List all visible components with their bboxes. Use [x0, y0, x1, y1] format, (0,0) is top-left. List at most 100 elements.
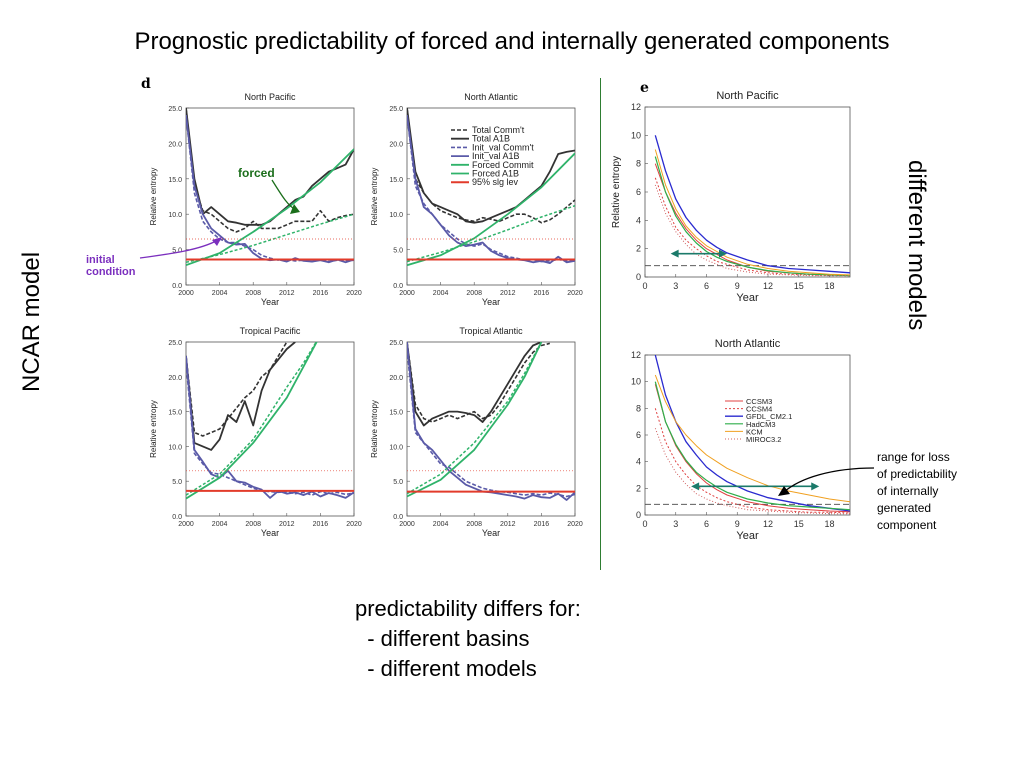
x-tick-label: 0: [642, 519, 647, 529]
y-axis-label: Relative entropy: [149, 400, 158, 458]
y-tick-label: 4: [636, 215, 641, 225]
x-tick-label: 9: [735, 281, 740, 291]
x-tick-label: 2020: [567, 290, 583, 297]
summary-text: predictability differs for: - different …: [355, 594, 581, 684]
series-line-ccsm4: [654, 408, 850, 514]
x-tick-label: 2008: [466, 290, 482, 297]
x-tick-label: 2020: [346, 290, 362, 297]
legend-label: Forced A1B: [472, 169, 519, 179]
series-group: [654, 135, 850, 277]
x-axis-label: Year: [261, 528, 279, 538]
y-axis-label: Relative entropy: [149, 168, 158, 226]
y-tick-label: 15.0: [168, 177, 182, 184]
range-pointer-arrow: [783, 467, 875, 493]
series-group: [186, 108, 354, 267]
chart-np-ncar: North Pacific 0.0 5.0 10.0 15.0 20.0 25.0 2000 2…: [149, 92, 362, 307]
x-axis-label: Year: [261, 297, 279, 307]
series-line-total_commit: [186, 108, 354, 233]
y-tick-label: 20.0: [389, 375, 403, 382]
series-line-init_a1b: [186, 355, 354, 499]
series-line-forced_a1b: [407, 342, 543, 498]
range-arrow-head-left: [670, 249, 679, 258]
y-tick-label: 2: [636, 483, 641, 493]
chart-na-ncar: North Atlantic 0.0 5.0 10.0 15.0 20.0 25.0 2000…: [370, 92, 583, 307]
forced-label: forced: [238, 166, 275, 180]
y-tick-label: 15.0: [389, 177, 403, 184]
series-line-forced_commit: [186, 213, 354, 264]
initial-label-line2: condition: [86, 266, 136, 278]
series-line-gfdl: [654, 135, 850, 274]
y-tick-label: 10.0: [168, 444, 182, 451]
range-arrow-head-left: [691, 482, 700, 491]
range-line-3: of internally: [877, 484, 939, 498]
series-line-init_a1b: [407, 114, 575, 265]
y-tick-label: 10.0: [168, 212, 182, 219]
series-line-init_commit: [186, 362, 354, 496]
range-pointer-arrowhead: [778, 486, 790, 496]
x-tick-label: 3: [673, 519, 678, 529]
x-tick-label: 2020: [567, 521, 583, 528]
y-tick-label: 12: [631, 102, 641, 112]
legend-label: HadCM3: [746, 420, 776, 429]
y-tick-label: 10.0: [389, 212, 403, 219]
chart-title: North Atlantic: [464, 92, 518, 102]
summary-line-3: - different models: [355, 656, 537, 681]
series-line-init_commit: [407, 348, 575, 498]
x-axis-label: Year: [482, 297, 500, 307]
range-arrow-head-right: [719, 249, 727, 258]
x-tick-label: 2020: [346, 521, 362, 528]
x-tick-label: 2000: [399, 290, 415, 297]
series-line-init_commit: [186, 115, 354, 263]
series-line-gfdl: [654, 355, 850, 512]
legend-label: Forced Commit: [472, 160, 534, 170]
x-tick-label: 3: [673, 281, 678, 291]
y-tick-label: 5.0: [393, 479, 403, 486]
y-tick-label: 5.0: [172, 248, 182, 255]
series-line-miroc: [654, 428, 850, 515]
series-group: [407, 108, 575, 267]
x-tick-label: 15: [794, 281, 804, 291]
y-tick-label: 8: [636, 403, 641, 413]
legend-label: 95% slg lev: [472, 177, 519, 187]
chart-tp-ncar: Tropical Pacific 0.0 5.0 10.0 15.0 20.0 25.0 20…: [149, 326, 362, 538]
chart-title: North Pacific: [716, 90, 779, 102]
x-axis-label: Year: [736, 292, 759, 304]
y-tick-label: 10: [631, 377, 641, 387]
series-group: [654, 355, 850, 515]
series-line-total_commit: [407, 342, 550, 423]
summary-line-1: predictability differs for:: [355, 596, 581, 621]
chart-title: North Pacific: [244, 92, 296, 102]
series-line-forced_commit: [407, 342, 543, 495]
range-line-1: range for loss: [877, 450, 950, 464]
x-tick-label: 9: [735, 519, 740, 529]
panel-divider: [600, 78, 601, 570]
y-tick-label: 5.0: [172, 479, 182, 486]
initial-condition-label: initial condition: [86, 254, 136, 278]
panel-letter-d: d: [141, 76, 151, 92]
series-line-forced_a1b: [186, 342, 318, 500]
y-tick-label: 15.0: [168, 410, 182, 417]
x-axis-label: Year: [736, 530, 759, 542]
x-tick-label: 2012: [500, 521, 516, 528]
x-tick-label: 2016: [534, 290, 550, 297]
initial-condition-arrow: [139, 239, 219, 259]
y-tick-label: 4: [636, 457, 641, 467]
series-line-ccsm4: [654, 177, 850, 277]
legend-label: Total A1B: [472, 134, 510, 144]
legend-label: Init_val A1B: [472, 151, 520, 161]
range-line-5: component: [877, 518, 937, 532]
x-tick-label: 2004: [212, 290, 228, 297]
x-tick-label: 0: [642, 281, 647, 291]
x-tick-label: 2008: [245, 521, 261, 528]
slide-title: Prognostic predictability of forced and …: [134, 28, 890, 55]
y-tick-label: 0.0: [393, 283, 403, 290]
series-line-ccsm3: [654, 384, 850, 513]
x-tick-label: 2012: [279, 521, 295, 528]
series-line-total_a1b: [186, 342, 296, 451]
x-tick-label: 12: [763, 519, 773, 529]
series-line-total_a1b: [407, 108, 575, 224]
chart-title: Tropical Pacific: [240, 326, 301, 336]
x-axis-label: Year: [482, 528, 500, 538]
y-tick-label: 0.0: [172, 514, 182, 521]
